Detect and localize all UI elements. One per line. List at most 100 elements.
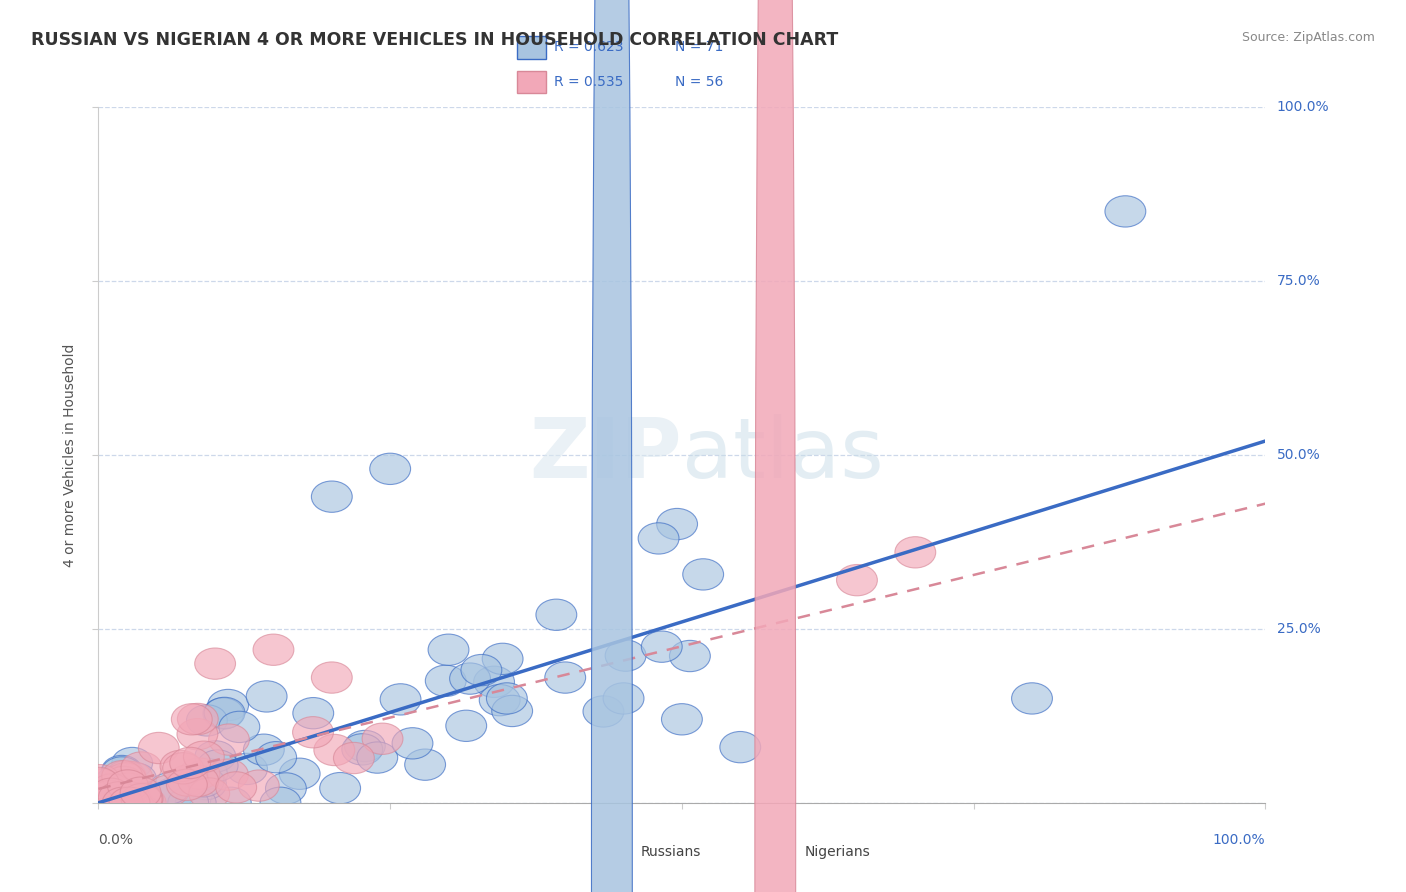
Text: ZIP: ZIP bbox=[530, 415, 682, 495]
Ellipse shape bbox=[187, 758, 228, 789]
Ellipse shape bbox=[89, 785, 129, 816]
Ellipse shape bbox=[380, 684, 420, 715]
Ellipse shape bbox=[112, 762, 153, 793]
Ellipse shape bbox=[260, 787, 301, 819]
Text: R = 0.535: R = 0.535 bbox=[554, 75, 623, 89]
Ellipse shape bbox=[755, 0, 796, 892]
Ellipse shape bbox=[107, 778, 148, 810]
Ellipse shape bbox=[211, 787, 252, 819]
Ellipse shape bbox=[266, 772, 307, 804]
Ellipse shape bbox=[292, 716, 333, 747]
Ellipse shape bbox=[1105, 195, 1146, 227]
Ellipse shape bbox=[101, 756, 142, 789]
Ellipse shape bbox=[101, 761, 142, 792]
Ellipse shape bbox=[138, 732, 179, 764]
Ellipse shape bbox=[426, 665, 467, 697]
Ellipse shape bbox=[280, 758, 321, 789]
Ellipse shape bbox=[638, 523, 679, 554]
Ellipse shape bbox=[392, 728, 433, 759]
Ellipse shape bbox=[219, 711, 260, 742]
Ellipse shape bbox=[479, 684, 520, 715]
Text: Source: ZipAtlas.com: Source: ZipAtlas.com bbox=[1241, 31, 1375, 45]
Ellipse shape bbox=[105, 761, 146, 792]
Ellipse shape bbox=[172, 704, 212, 735]
Ellipse shape bbox=[163, 753, 204, 784]
Ellipse shape bbox=[661, 704, 703, 735]
Ellipse shape bbox=[121, 783, 162, 815]
Ellipse shape bbox=[226, 753, 267, 785]
Ellipse shape bbox=[194, 648, 236, 680]
Text: 50.0%: 50.0% bbox=[1277, 448, 1320, 462]
Ellipse shape bbox=[115, 763, 156, 795]
Text: Russians: Russians bbox=[641, 845, 702, 858]
Ellipse shape bbox=[208, 724, 249, 756]
Ellipse shape bbox=[536, 599, 576, 631]
Ellipse shape bbox=[107, 770, 148, 801]
Text: N = 71: N = 71 bbox=[675, 40, 723, 54]
Ellipse shape bbox=[149, 772, 190, 804]
Ellipse shape bbox=[363, 723, 404, 755]
Ellipse shape bbox=[160, 750, 201, 781]
Ellipse shape bbox=[292, 698, 333, 729]
Ellipse shape bbox=[121, 752, 162, 783]
Ellipse shape bbox=[605, 640, 645, 672]
Ellipse shape bbox=[641, 631, 682, 663]
Text: atlas: atlas bbox=[682, 415, 883, 495]
Ellipse shape bbox=[427, 634, 470, 665]
Ellipse shape bbox=[486, 682, 527, 714]
Ellipse shape bbox=[100, 770, 141, 801]
Ellipse shape bbox=[657, 508, 697, 540]
Ellipse shape bbox=[311, 662, 353, 693]
Ellipse shape bbox=[253, 634, 294, 665]
Ellipse shape bbox=[110, 787, 150, 819]
Ellipse shape bbox=[450, 663, 491, 694]
Ellipse shape bbox=[80, 769, 121, 800]
Ellipse shape bbox=[90, 780, 131, 812]
Ellipse shape bbox=[215, 772, 257, 803]
Ellipse shape bbox=[91, 773, 132, 805]
Ellipse shape bbox=[177, 703, 218, 735]
Ellipse shape bbox=[125, 787, 166, 819]
Ellipse shape bbox=[202, 698, 243, 729]
Ellipse shape bbox=[120, 777, 162, 808]
Ellipse shape bbox=[98, 773, 139, 805]
Ellipse shape bbox=[166, 769, 207, 800]
Ellipse shape bbox=[592, 0, 633, 892]
Ellipse shape bbox=[195, 740, 236, 772]
Ellipse shape bbox=[82, 772, 122, 805]
Text: 0.0%: 0.0% bbox=[98, 833, 134, 847]
Ellipse shape bbox=[1011, 682, 1053, 714]
FancyBboxPatch shape bbox=[517, 70, 546, 94]
Ellipse shape bbox=[186, 768, 226, 800]
Ellipse shape bbox=[153, 778, 194, 809]
Ellipse shape bbox=[103, 766, 143, 797]
Ellipse shape bbox=[333, 742, 374, 773]
Ellipse shape bbox=[482, 643, 523, 674]
Ellipse shape bbox=[103, 787, 143, 819]
Ellipse shape bbox=[461, 655, 502, 686]
Ellipse shape bbox=[204, 698, 245, 729]
Ellipse shape bbox=[683, 558, 724, 590]
Ellipse shape bbox=[100, 787, 142, 818]
Ellipse shape bbox=[319, 772, 360, 804]
Ellipse shape bbox=[603, 682, 644, 714]
Ellipse shape bbox=[342, 734, 382, 765]
Ellipse shape bbox=[239, 770, 280, 801]
Ellipse shape bbox=[837, 565, 877, 596]
Ellipse shape bbox=[370, 453, 411, 484]
Ellipse shape bbox=[101, 756, 142, 787]
Ellipse shape bbox=[167, 765, 208, 797]
Ellipse shape bbox=[243, 734, 284, 765]
Ellipse shape bbox=[246, 681, 287, 712]
Ellipse shape bbox=[98, 781, 139, 813]
Ellipse shape bbox=[405, 749, 446, 780]
Ellipse shape bbox=[446, 710, 486, 741]
Ellipse shape bbox=[103, 766, 145, 797]
Ellipse shape bbox=[167, 787, 208, 819]
Text: Nigerians: Nigerians bbox=[804, 845, 870, 858]
Ellipse shape bbox=[177, 765, 218, 797]
Ellipse shape bbox=[720, 731, 761, 763]
Ellipse shape bbox=[669, 640, 710, 672]
Ellipse shape bbox=[208, 690, 249, 721]
Ellipse shape bbox=[544, 662, 586, 693]
